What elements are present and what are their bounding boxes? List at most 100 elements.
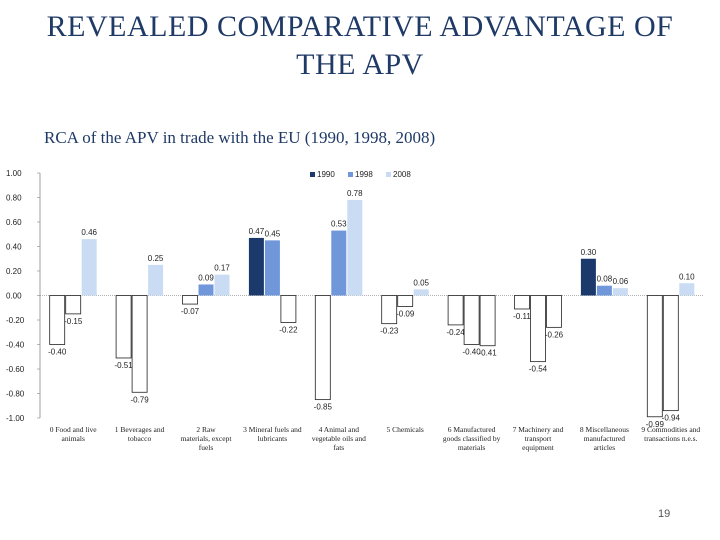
category-label: goods classified by	[443, 434, 501, 443]
data-label-2008-cat6: -0.41	[478, 349, 497, 358]
y-tick-label: 0.80	[6, 194, 22, 203]
data-label-1990-cat5: -0.23	[380, 327, 399, 336]
bar-1998-cat8	[596, 285, 612, 296]
category-label: animals	[62, 434, 85, 443]
category-label: 4 Animal and	[319, 425, 360, 434]
data-label-1998-cat5: -0.09	[396, 310, 415, 319]
bar-1990-cat1	[115, 295, 132, 359]
category-label: 0 Food and live	[50, 425, 98, 434]
data-label-2008-cat5: 0.05	[413, 278, 429, 287]
bar-2008-cat8	[612, 288, 628, 296]
data-label-2008-cat9: 0.10	[679, 272, 695, 281]
data-label-2008-cat2: 0.17	[214, 264, 230, 273]
bar-2008-cat1	[148, 264, 164, 296]
legend-label-2008: 2008	[393, 170, 411, 179]
bar-1990-cat8	[580, 258, 596, 296]
bar-1998-cat9	[662, 295, 679, 412]
bar-2008-cat5	[413, 289, 429, 296]
data-label-1990-cat1: -0.51	[114, 361, 133, 370]
data-label-1998-cat0: -0.15	[64, 317, 83, 326]
slide-title-line1: REVEALED COMPARATIVE ADVANTAGE OF	[46, 10, 674, 43]
data-label-2008-cat7: -0.26	[545, 330, 564, 339]
category-label: lubricants	[258, 434, 288, 443]
legend-label-1990: 1990	[317, 170, 335, 179]
bar-1998-cat3	[264, 240, 280, 296]
bar-1990-cat6	[447, 295, 464, 326]
legend-swatch-1998	[348, 172, 353, 177]
category-label: vegetable oils and	[312, 434, 366, 443]
category-label: manufactured	[584, 434, 625, 443]
data-label-1998-cat4: 0.53	[331, 220, 347, 229]
bar-1998-cat1	[131, 295, 148, 393]
slide-title-line2: THE APV	[296, 48, 424, 81]
category-label: 2 Raw	[196, 425, 216, 434]
category-label: 7 Machinery and	[513, 425, 564, 434]
category-label: 5 Chemicals	[387, 425, 424, 434]
bar-1998-cat4	[331, 230, 347, 296]
bar-1998-cat0	[65, 295, 82, 315]
y-tick-label: -0.40	[6, 341, 25, 350]
data-label-1998-cat6: -0.40	[462, 348, 481, 357]
category-label: transport	[525, 434, 553, 443]
page-number: 19	[658, 508, 671, 520]
category-label: materials	[458, 443, 486, 452]
y-tick-label: -0.20	[6, 316, 25, 325]
category-label: materials, except	[181, 434, 233, 443]
data-label-1998-cat8: 0.08	[597, 275, 613, 284]
legend-label-1998: 1998	[355, 170, 373, 179]
bar-1990-cat5	[381, 295, 398, 325]
legend-swatch-2008	[386, 172, 391, 177]
data-label-1990-cat2: -0.07	[181, 307, 200, 316]
data-label-2008-cat3: -0.22	[279, 325, 298, 334]
y-tick-label: -0.80	[6, 390, 25, 399]
y-tick-label: 0.20	[6, 267, 22, 276]
data-label-1990-cat8: 0.30	[581, 248, 597, 257]
rca-bar-chart: 1.00 0.80 0.60 0.40 0.20 0.00 -0.20 -0.40 -0.60 -…	[6, 169, 704, 452]
y-tick-label: 1.00	[6, 169, 22, 178]
data-label-2008-cat1: 0.25	[148, 254, 164, 263]
y-tick-label: -0.60	[6, 365, 25, 374]
data-label-1998-cat1: -0.79	[130, 395, 149, 404]
y-tick-label: 0.40	[6, 243, 22, 252]
category-label: articles	[594, 443, 616, 452]
data-label-1998-cat2: 0.09	[198, 273, 214, 282]
data-label-1990-cat0: -0.40	[48, 348, 67, 357]
category-label: 6 Manufactured	[448, 425, 496, 434]
bar-2008-cat2	[214, 274, 230, 296]
data-label-1990-cat4: -0.85	[314, 403, 333, 412]
bar-1998-cat7	[530, 295, 546, 363]
bar-1990-cat7	[514, 295, 530, 310]
data-label-1990-cat3: 0.47	[249, 227, 265, 236]
bar-2008-cat6	[479, 295, 496, 347]
y-tick-label: -1.00	[6, 414, 25, 423]
category-label: transactions n.e.s.	[644, 434, 697, 443]
bar-1998-cat2	[198, 284, 214, 296]
bar-1998-cat6	[463, 295, 480, 345]
data-label-1990-cat9: -0.99	[646, 420, 665, 429]
bar-2008-cat3	[280, 295, 297, 323]
bar-2008-cat9	[679, 283, 695, 296]
bar-2008-cat0	[81, 239, 97, 296]
bar-2008-cat7	[546, 295, 562, 328]
category-label: tobacco	[128, 434, 152, 443]
data-label-2008-cat4: 0.78	[347, 189, 363, 198]
bar-2008-cat4	[347, 199, 363, 296]
data-label-2008-cat0: 0.46	[81, 228, 97, 237]
bar-1998-cat5	[397, 295, 414, 307]
bar-1990-cat9	[646, 295, 663, 418]
category-label: 8 Miscellaneous	[580, 425, 629, 434]
category-label: fats	[333, 443, 344, 452]
category-label: equipment	[522, 443, 555, 452]
category-label: 9 Commodities and	[641, 425, 700, 434]
data-label-2008-cat8: 0.06	[613, 277, 629, 286]
y-tick-label: 0.00	[6, 292, 22, 301]
bar-1990-cat4	[314, 295, 331, 401]
category-label: 1 Beverages and	[115, 425, 165, 434]
category-label: 3 Mineral fuels and	[243, 425, 302, 434]
data-label-1998-cat3: 0.45	[265, 229, 281, 238]
y-tick-label: 0.60	[6, 218, 22, 227]
legend-swatch-1990	[310, 172, 315, 177]
slide-title: REVEALED COMPARATIVE ADVANTAGE OF THE AP…	[0, 8, 720, 84]
data-label-1998-cat9: -0.94	[662, 414, 681, 423]
data-label-1998-cat7: -0.54	[529, 365, 548, 374]
